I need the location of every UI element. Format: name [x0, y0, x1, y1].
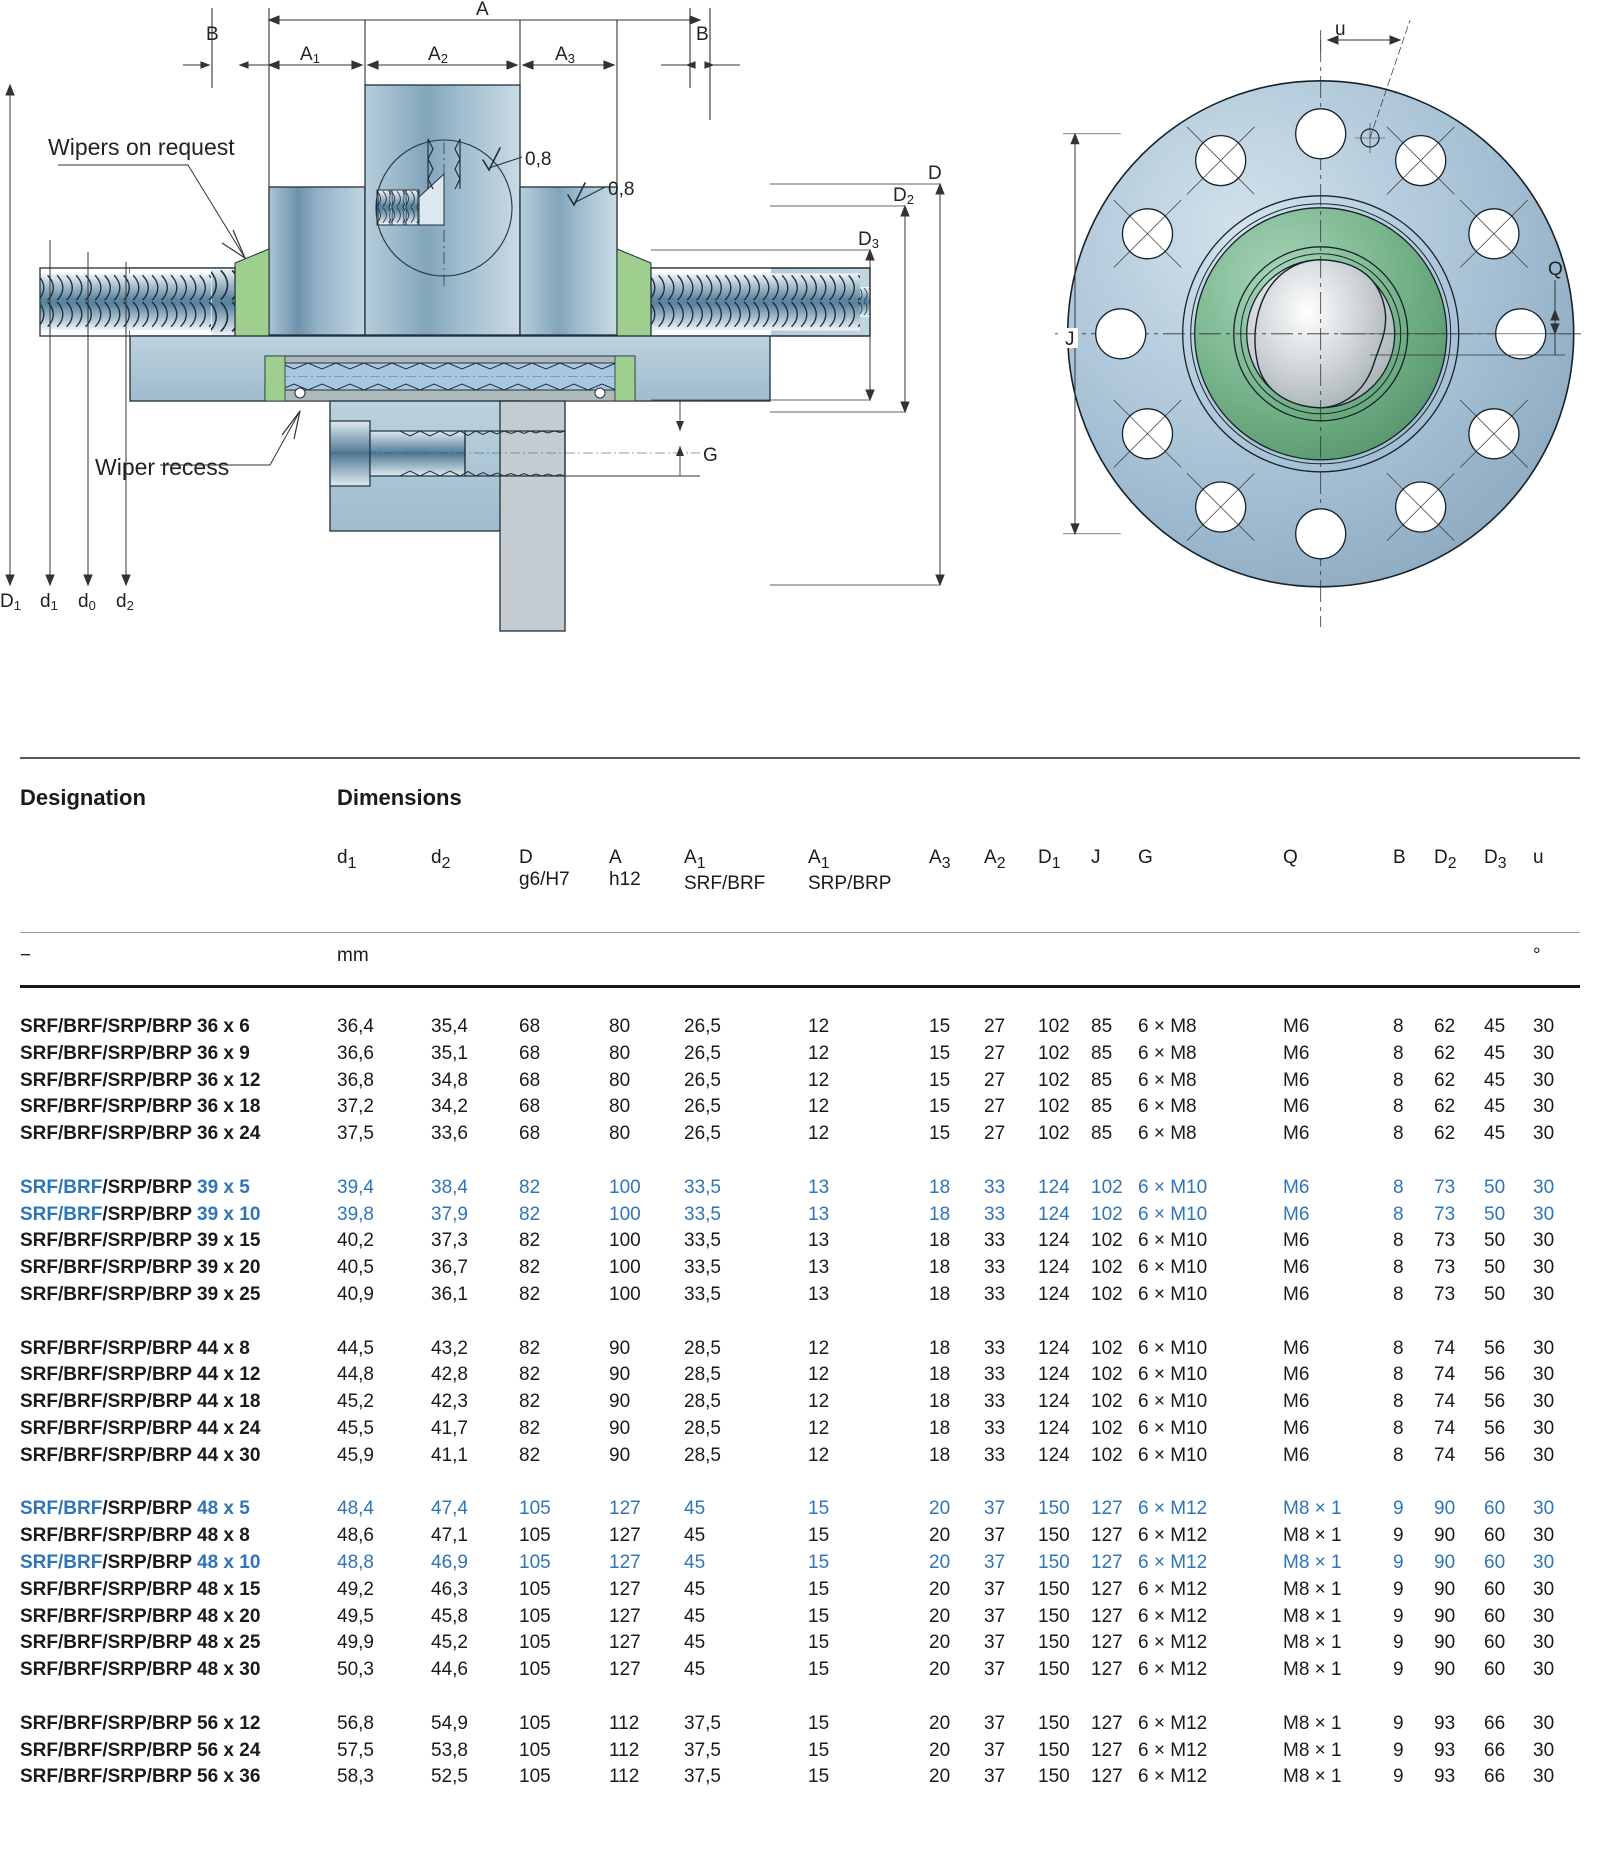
- svg-text:A: A: [476, 0, 489, 20]
- svg-text:0,8: 0,8: [608, 179, 634, 200]
- svg-text:d1: d1: [40, 591, 58, 613]
- svg-text:J: J: [1065, 329, 1075, 350]
- svg-text:0,8: 0,8: [525, 149, 551, 170]
- svg-text:Wipers on request: Wipers on request: [48, 134, 235, 160]
- svg-text:D1: D1: [0, 591, 21, 613]
- svg-text:B: B: [206, 24, 219, 45]
- svg-text:d0: d0: [78, 591, 96, 613]
- svg-text:A1: A1: [300, 44, 320, 66]
- svg-text:d2: d2: [116, 591, 134, 613]
- svg-text:B: B: [696, 24, 709, 45]
- svg-text:Q: Q: [1548, 259, 1563, 280]
- svg-text:D2: D2: [893, 185, 914, 207]
- svg-text:Wiper recess: Wiper recess: [95, 454, 229, 480]
- svg-text:u: u: [1335, 19, 1346, 40]
- svg-text:A3: A3: [555, 44, 575, 66]
- svg-text:G: G: [703, 445, 718, 466]
- svg-text:A2: A2: [428, 44, 448, 66]
- svg-text:D: D: [928, 163, 942, 184]
- svg-text:D3: D3: [858, 229, 879, 251]
